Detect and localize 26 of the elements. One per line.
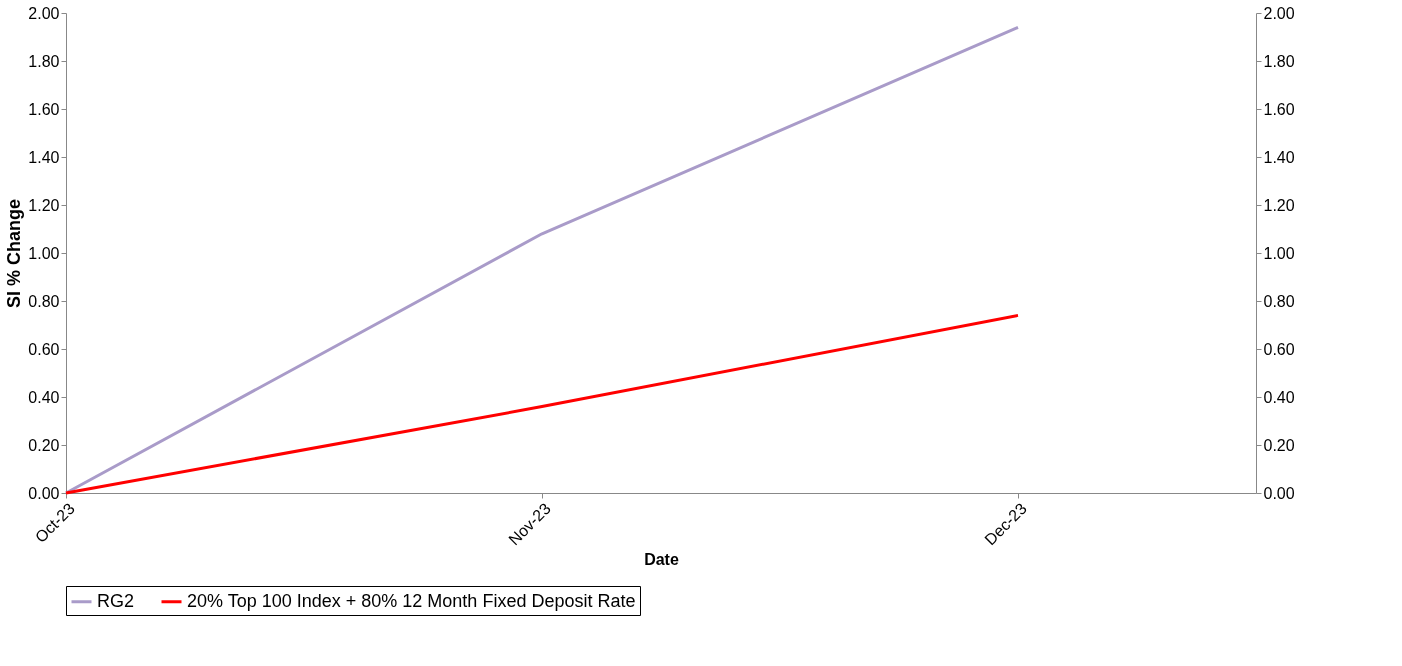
legend-label: 20% Top 100 Index + 80% 12 Month Fixed Deposit Rate [187, 590, 636, 611]
y2-tick-label: 1.40 [1263, 148, 1295, 166]
y2-tick-label: 0.00 [1263, 484, 1295, 502]
y2-tick-label: 2.00 [1263, 4, 1295, 22]
y-tick-label: 0.20 [28, 436, 60, 454]
y-tick-label: 1.20 [28, 196, 60, 214]
y2-tick-label: 1.60 [1263, 100, 1295, 118]
y-tick-label: 1.80 [28, 52, 60, 70]
y-tick-label: 2.00 [28, 4, 60, 22]
y2-tick-label: 1.00 [1263, 244, 1295, 262]
y-tick-label: 0.40 [28, 388, 60, 406]
y2-tick-label: 0.60 [1263, 340, 1295, 358]
y-axis-title: SI % Change [4, 198, 25, 309]
y-tick-label: 1.60 [28, 100, 60, 118]
y-tick-label: 0.00 [28, 484, 60, 502]
y-tick-label: 1.00 [28, 244, 60, 262]
y-tick-label: 1.40 [28, 148, 60, 166]
y2-tick-label: 0.20 [1263, 436, 1295, 454]
x-axis-title: Date [644, 551, 679, 569]
y2-tick-label: 0.80 [1263, 292, 1295, 310]
y-tick-label: 0.80 [28, 292, 60, 310]
legend-label: RG2 [97, 590, 135, 611]
y2-tick-label: 0.40 [1263, 388, 1295, 406]
y2-tick-label: 1.20 [1263, 196, 1295, 214]
y-tick-label: 0.60 [28, 340, 60, 358]
y2-tick-label: 1.80 [1263, 52, 1295, 70]
